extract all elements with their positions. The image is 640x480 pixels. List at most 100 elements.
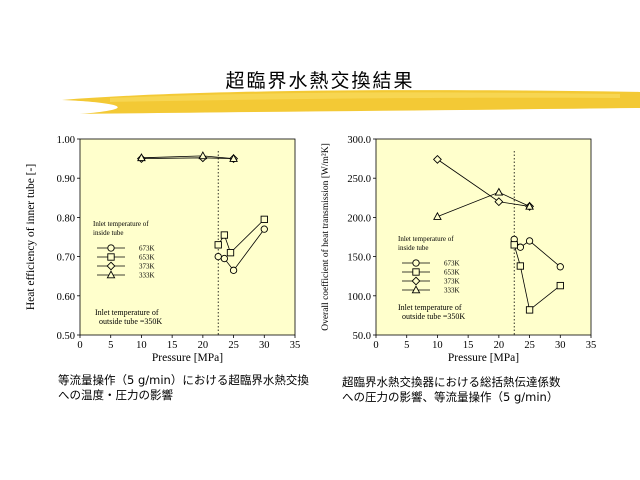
data-point <box>516 262 525 270</box>
data-point <box>494 197 504 207</box>
legend-marker <box>411 285 421 294</box>
data-point <box>525 306 534 314</box>
data-point <box>260 215 268 224</box>
data-point <box>220 254 229 263</box>
x-tick-label: 5 <box>404 340 409 351</box>
slide-title: 超臨界水熱交換結果 <box>225 70 415 92</box>
y-tick-label: 300.0 <box>347 135 371 146</box>
legend-marker <box>106 261 116 271</box>
x-tick-label: 15 <box>167 340 178 351</box>
x-tick-label: 25 <box>228 340 239 351</box>
data-point <box>525 201 534 210</box>
heat-efficiency-chart: 0 5 10 15 20 25 30 35 0.50 0.60 0.70 0.80 0.90 1.00 Pr… <box>25 135 301 364</box>
data-point <box>137 153 146 162</box>
heat-transmission-chart: 0 5 10 15 20 25 30 35 50.0 100.0 150.0 200.0 250.0 30… <box>320 135 597 364</box>
y-axis-label: Overall coefficient of heat transmission… <box>320 143 331 331</box>
caption-left: 等流量操作（5 g/min）における超臨界水熱交換 への温度・圧力の影響 <box>58 373 309 402</box>
note-text: outside tube =350K <box>99 317 162 326</box>
series-373K <box>432 154 535 211</box>
y-tick-label: 200.0 <box>347 213 371 224</box>
y-tick-label: 1.00 <box>57 135 75 146</box>
x-tick-label: 0 <box>77 340 82 351</box>
legend-entry: 653K <box>139 254 155 262</box>
y-tick-label: 0.70 <box>57 253 75 264</box>
legend-marker <box>411 276 421 286</box>
data-point <box>260 225 268 233</box>
note-text: Inlet temperature of <box>95 308 159 317</box>
x-tick-label: 0 <box>373 340 378 351</box>
x-tick-label: 35 <box>290 340 301 351</box>
legend-marker <box>412 259 420 267</box>
series-673K <box>510 235 564 271</box>
x-tick-label: 5 <box>108 340 113 351</box>
x-tick-label: 30 <box>555 340 566 351</box>
x-tick-label: 20 <box>494 340 505 351</box>
data-point <box>214 241 222 249</box>
data-point <box>433 211 442 220</box>
series-333K <box>137 151 238 162</box>
legend-entry: 333K <box>139 272 155 280</box>
legend-marker <box>412 268 420 276</box>
legend-title: Inlet temperature of <box>398 235 454 243</box>
legend-marker <box>107 244 115 252</box>
legend-entry: 673K <box>444 260 460 268</box>
data-point <box>229 153 238 162</box>
data-point <box>198 151 208 160</box>
legend-title: inside tube <box>398 244 429 252</box>
legend-title: Inlet temperature of <box>93 220 149 228</box>
y-tick-label: 150.0 <box>347 253 371 264</box>
legend-entry: 333K <box>444 287 460 295</box>
data-point <box>556 263 564 271</box>
x-tick-label: 25 <box>524 340 535 351</box>
note-text: Inlet temperature of <box>398 303 462 312</box>
series-333K <box>433 187 534 220</box>
data-point <box>556 281 564 290</box>
y-tick-label: 0.60 <box>57 292 75 303</box>
brush-stroke-decoration <box>62 90 640 114</box>
data-point <box>516 243 525 251</box>
y-tick-label: 250.0 <box>347 174 371 185</box>
note-text: outside tube =350K <box>402 312 465 321</box>
y-tick-label: 0.50 <box>57 331 75 342</box>
x-tick-label: 15 <box>463 340 474 351</box>
legend-entry: 373K <box>444 278 460 286</box>
brush-stroke-highlight <box>110 92 620 102</box>
y-tick-label: 100.0 <box>347 292 371 303</box>
data-point <box>432 154 442 164</box>
x-tick-label: 20 <box>198 340 209 351</box>
legend-entry: 373K <box>139 263 155 271</box>
x-tick-label: 35 <box>586 340 597 351</box>
series-673K <box>214 225 268 274</box>
legend-marker <box>106 270 116 279</box>
data-point <box>510 241 518 249</box>
y-tick-label: 0.90 <box>57 174 75 185</box>
data-point <box>229 266 238 274</box>
plot-area <box>375 138 592 336</box>
x-axis-label: Pressure [MPa] <box>448 352 519 364</box>
series-653K <box>214 215 268 257</box>
series-653K <box>510 241 564 314</box>
legend-entry: 673K <box>139 245 155 253</box>
data-point <box>220 231 229 239</box>
series-line <box>217 219 265 254</box>
caption-right: 超臨界水熱交換器における総括熱伝達係数 への圧力の影響、等流量操作（5 g/mi… <box>342 375 561 404</box>
data-point <box>226 249 235 257</box>
legend-entry: 653K <box>444 269 460 277</box>
y-tick-label: 0.80 <box>57 213 75 224</box>
series-line <box>513 244 561 311</box>
y-tick-label: 50.0 <box>353 331 371 342</box>
legend-title: inside tube <box>93 229 124 237</box>
data-point <box>525 237 534 245</box>
x-tick-label: 30 <box>259 340 270 351</box>
legend-marker <box>107 253 115 261</box>
data-point <box>214 252 222 261</box>
x-axis-label: Pressure [MPa] <box>152 352 223 364</box>
x-tick-label: 10 <box>136 340 147 351</box>
data-point <box>494 187 504 196</box>
x-tick-label: 10 <box>432 340 443 351</box>
plot-area <box>79 138 296 336</box>
